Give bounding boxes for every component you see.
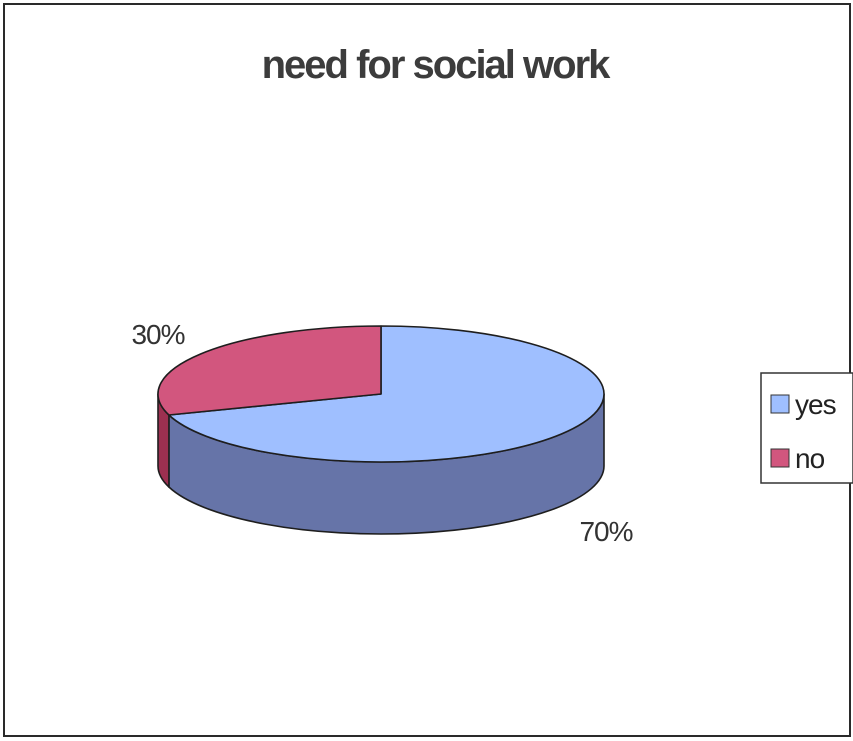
legend-swatch-no — [770, 448, 790, 468]
legend-label-yes: yes — [795, 389, 836, 420]
chart-title: need for social work — [262, 43, 612, 87]
legend: yes no — [760, 372, 853, 484]
legend-label-no: no — [795, 443, 825, 474]
pie-group — [157, 325, 605, 535]
slice-top-yes — [168, 325, 605, 463]
data-label-yes: 70% — [579, 516, 632, 547]
data-label-no: 30% — [131, 319, 184, 350]
legend-swatch-yes — [770, 394, 790, 414]
slice-top-no — [157, 325, 382, 416]
